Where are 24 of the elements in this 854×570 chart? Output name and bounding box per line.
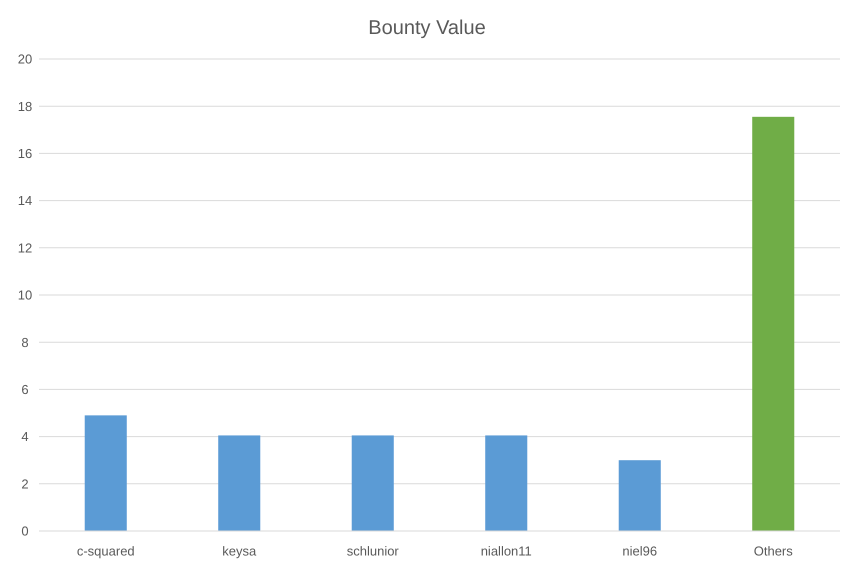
x-tick-label: niallon11 [480, 544, 532, 559]
y-tick-label: 20 [18, 52, 32, 67]
y-tick-label: 4 [21, 429, 29, 444]
y-tick-label: 14 [18, 193, 32, 208]
y-tick-label: 10 [18, 288, 32, 303]
bar [485, 435, 528, 531]
x-tick-label: keysa [222, 544, 257, 559]
x-tick-label: c-squared [76, 544, 135, 559]
x-tick-label: schlunior [346, 544, 400, 559]
x-tick-label: niel96 [622, 544, 658, 559]
bar [618, 460, 661, 531]
y-tick-label: 6 [21, 382, 29, 397]
y-tick-label: 2 [21, 476, 29, 492]
y-tick-label: 18 [18, 98, 32, 114]
bar [352, 435, 394, 531]
x-tick-label: Others [754, 544, 794, 559]
y-tick-label: 0 [21, 524, 29, 539]
bar [218, 435, 260, 531]
bar [752, 116, 794, 531]
y-tick-label: 8 [21, 334, 29, 350]
chart-title: Bounty Value [368, 17, 486, 39]
y-tick-label: 12 [18, 240, 32, 256]
bar [84, 415, 127, 531]
y-tick-label: 16 [18, 146, 32, 161]
